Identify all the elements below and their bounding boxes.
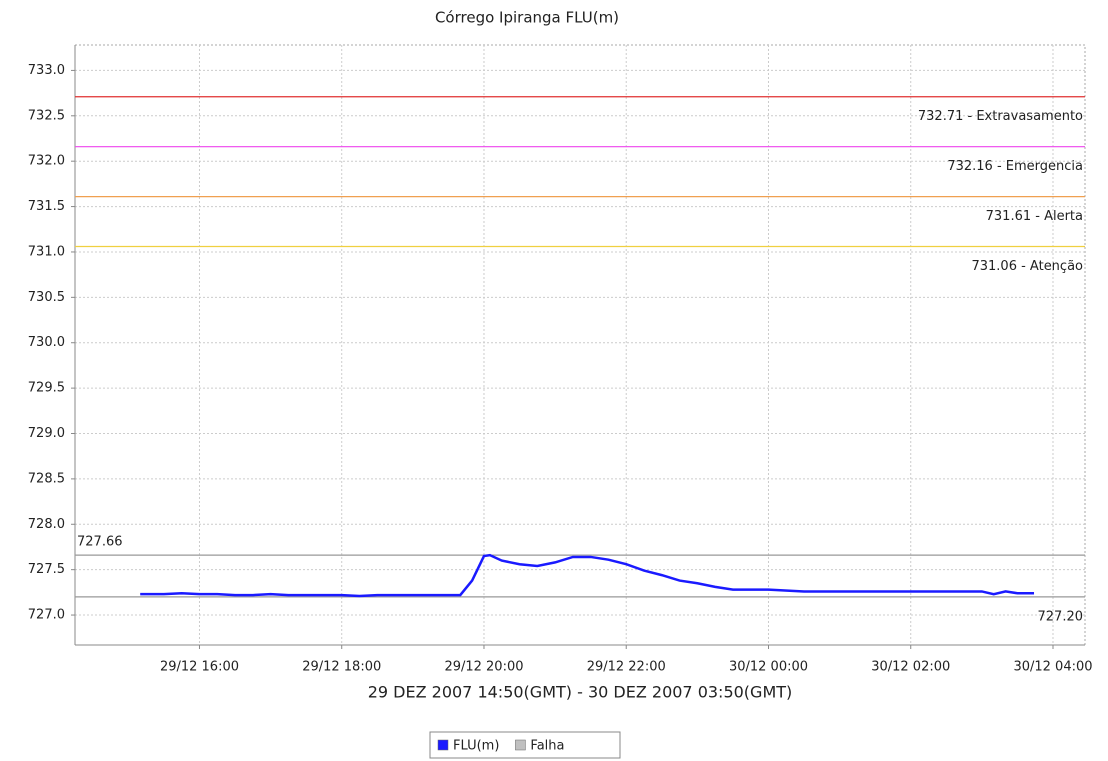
chart-title: Córrego Ipiranga FLU(m) [435, 9, 619, 27]
y-tick-label: 733.0 [28, 63, 65, 78]
y-tick-label: 732.5 [28, 108, 65, 123]
y-tick-label: 728.0 [28, 517, 65, 532]
threshold-label: 727.66 [77, 535, 123, 550]
legend-label: FLU(m) [453, 739, 499, 754]
threshold-label: 732.71 - Extravasamento [918, 109, 1083, 124]
legend-label: Falha [530, 739, 564, 754]
y-tick-label: 731.0 [28, 244, 65, 259]
data-line [140, 553, 1035, 598]
y-tick-label: 729.0 [28, 426, 65, 441]
y-tick-label: 729.5 [28, 381, 65, 396]
x-tick-label: 29/12 20:00 [444, 660, 523, 675]
y-tick-label: 730.0 [28, 335, 65, 350]
x-tick-label: 29/12 18:00 [302, 660, 381, 675]
threshold-label: 732.16 - Emergencia [947, 159, 1083, 174]
x-tick-label: 30/12 00:00 [729, 660, 808, 675]
x-tick-label: 30/12 04:00 [1013, 660, 1092, 675]
y-tick-label: 727.0 [28, 608, 65, 623]
y-tick-label: 731.5 [28, 199, 65, 214]
y-tick-label: 732.0 [28, 154, 65, 169]
legend-swatch [437, 739, 449, 751]
y-tick-label: 728.5 [28, 471, 65, 486]
threshold-label: 731.61 - Alerta [986, 209, 1083, 224]
plot-area [74, 44, 1086, 646]
legend-swatch [515, 739, 526, 751]
y-tick-label: 727.5 [28, 562, 65, 577]
threshold-label: 731.06 - Atenção [971, 259, 1083, 274]
x-tick-label: 30/12 02:00 [871, 660, 950, 675]
threshold-label: 727.20 [1038, 609, 1084, 624]
x-axis-label: 29 DEZ 2007 14:50(GMT) - 30 DEZ 2007 03:… [368, 683, 793, 702]
x-tick-label: 29/12 22:00 [587, 660, 666, 675]
x-tick-label: 29/12 16:00 [160, 660, 239, 675]
y-tick-label: 730.5 [28, 290, 65, 305]
